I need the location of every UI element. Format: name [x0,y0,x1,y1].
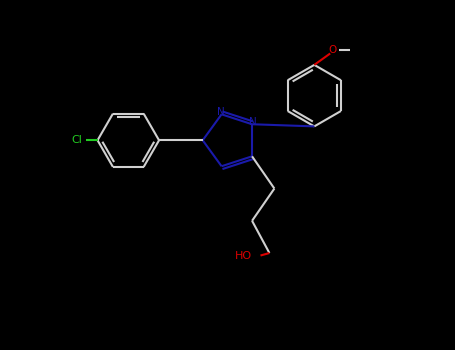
Text: HO: HO [235,251,252,260]
Text: N: N [217,107,224,117]
Text: N: N [249,117,257,127]
Text: O: O [329,45,337,55]
Text: Cl: Cl [72,135,83,145]
